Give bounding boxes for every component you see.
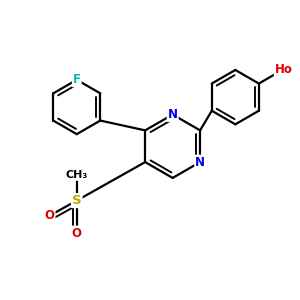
Text: N: N bbox=[168, 108, 178, 121]
Text: N: N bbox=[195, 156, 205, 169]
Text: CH₃: CH₃ bbox=[66, 170, 88, 180]
Text: O: O bbox=[45, 209, 55, 222]
Text: S: S bbox=[72, 194, 82, 207]
Text: F: F bbox=[73, 73, 81, 86]
Text: Ho: Ho bbox=[275, 63, 292, 76]
Text: O: O bbox=[72, 226, 82, 239]
